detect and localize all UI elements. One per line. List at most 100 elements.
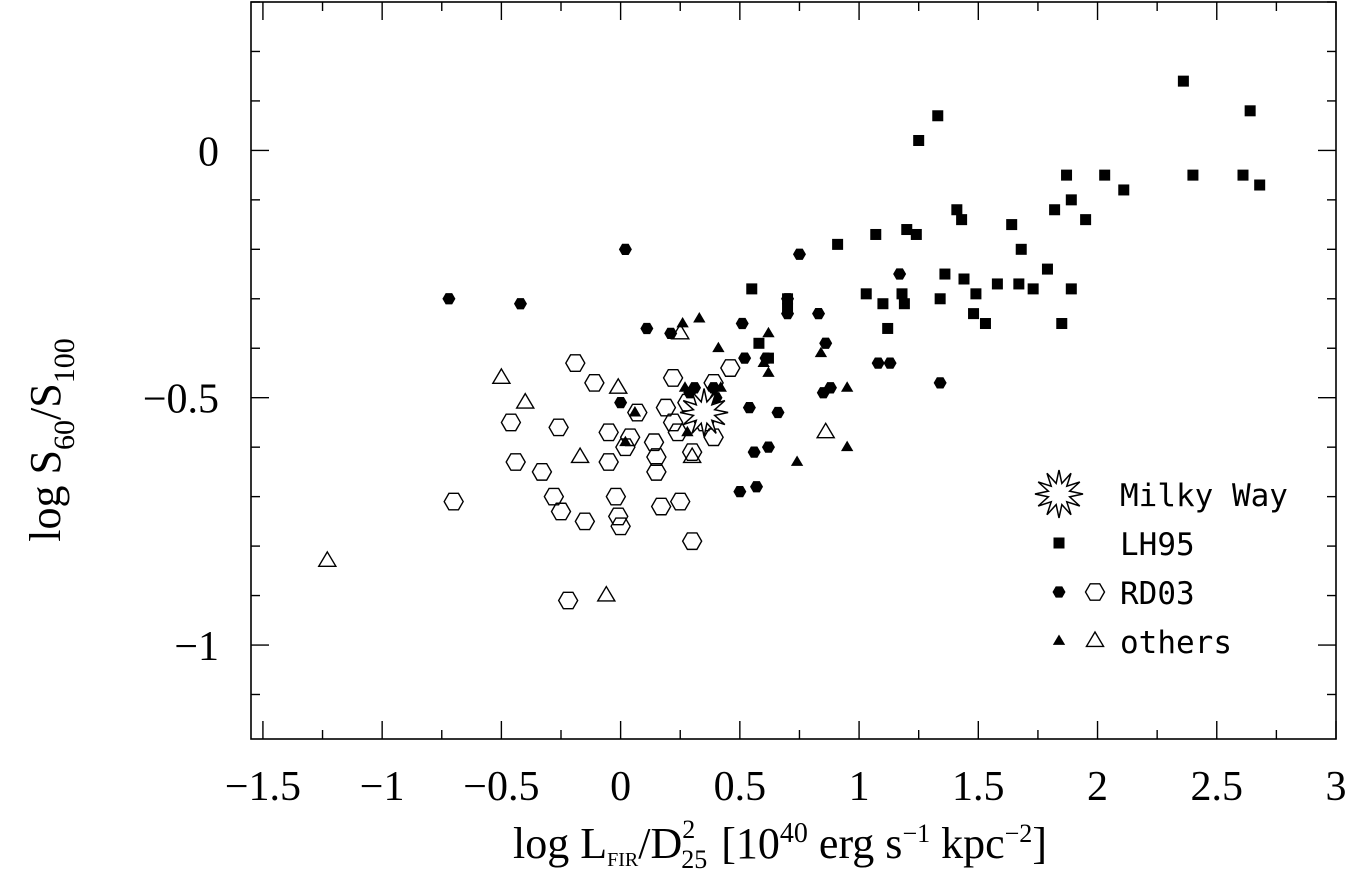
x-axis-title-exp3: −2 <box>1005 819 1033 848</box>
point-filled-square <box>1065 194 1077 206</box>
legend-marker-open-hexagon <box>1084 583 1106 601</box>
point-filled-triangle <box>814 346 828 358</box>
point-open-hexagon <box>548 418 569 437</box>
plot-frame <box>250 1 1337 740</box>
point-filled-triangle <box>840 440 854 452</box>
x-axis-title-close: ] <box>1032 819 1047 868</box>
point-filled-hexagon <box>614 397 628 409</box>
point-open-hexagon <box>557 591 579 610</box>
point-filled-square <box>910 228 922 240</box>
point-filled-square <box>762 352 774 364</box>
point-open-hexagon <box>598 453 619 471</box>
point-open-hexagon <box>543 487 565 506</box>
point-open-triangle <box>515 392 536 409</box>
y-tick-label: 0 <box>198 129 219 175</box>
x-axis-title-units-b: kpc <box>930 819 1005 868</box>
point-filled-hexagon <box>893 268 907 280</box>
point-filled-square <box>1013 278 1025 290</box>
x-tick-label: 2.5 <box>1191 764 1244 810</box>
point-filled-square <box>1080 214 1092 226</box>
point-open-triangle <box>491 367 512 385</box>
point-filled-square <box>956 214 968 226</box>
point-open-hexagon <box>681 443 703 462</box>
point-filled-square <box>979 318 991 330</box>
point-filled-square <box>932 110 944 122</box>
point-filled-square <box>1041 263 1053 275</box>
point-open-triangle <box>682 446 702 464</box>
point-open-hexagon <box>681 532 703 551</box>
point-open-hexagon <box>667 423 689 442</box>
point-filled-square <box>951 204 963 216</box>
point-filled-square <box>968 308 980 320</box>
axis-tick-labels: −1.5 −1 −0.5 0 0.5 1 1.5 2 2.5 3 −1 −0.5 0 <box>143 129 1347 810</box>
point-filled-square <box>1061 169 1073 181</box>
point-filled-hexagon <box>738 352 752 364</box>
legend-markers <box>1034 469 1106 648</box>
point-filled-triangle <box>762 326 775 338</box>
point-filled-square <box>1254 179 1266 191</box>
x-tick-label: −1.5 <box>225 764 301 810</box>
point-open-hexagon <box>643 433 665 452</box>
point-filled-triangle <box>681 425 694 437</box>
legend-marker-filled-triangle <box>1052 634 1066 645</box>
point-filled-triangle <box>790 455 804 466</box>
point-filled-square <box>882 322 894 334</box>
x-axis-title-units-a: erg s <box>808 819 903 868</box>
y-tick-label: −1 <box>174 624 219 670</box>
point-filled-hexagon <box>513 298 527 310</box>
x-tick-label: 0 <box>610 764 631 810</box>
point-filled-square <box>870 228 882 240</box>
point-open-hexagon <box>669 492 691 511</box>
point-filled-square <box>1006 219 1018 231</box>
point-filled-square <box>901 224 913 236</box>
point-filled-hexagon <box>812 307 826 320</box>
x-tick-label: −1 <box>360 764 405 810</box>
x-axis-title-d-sub: 25 <box>681 845 707 874</box>
point-open-hexagon <box>574 512 596 531</box>
x-axis-title-exp: 40 <box>780 818 808 849</box>
point-filled-triangle <box>628 406 642 417</box>
point-open-hexagon <box>605 487 627 506</box>
point-open-hexagon <box>550 502 572 521</box>
point-filled-square <box>1177 75 1189 87</box>
point-star <box>679 388 729 437</box>
y-axis-title-sub2: 100 <box>48 338 81 383</box>
point-open-hexagon <box>443 492 464 511</box>
point-filled-triangle <box>678 381 692 392</box>
point-filled-square <box>1027 283 1039 295</box>
y-axis-title-pre: log S <box>21 450 70 542</box>
point-filled-hexagon <box>742 401 756 414</box>
point-filled-square <box>1049 204 1061 216</box>
point-filled-square <box>958 273 970 285</box>
point-filled-square <box>1244 105 1256 117</box>
x-axis-title-slash: /D <box>638 819 682 868</box>
x-axis-title-exp2: −1 <box>902 819 930 848</box>
point-filled-hexagon <box>771 406 785 419</box>
y-tick-label: −0.5 <box>143 377 219 423</box>
y-axis-title-slash: /S <box>21 383 70 420</box>
legend-marker-open-triangle <box>1085 630 1105 648</box>
point-open-hexagon <box>610 517 631 536</box>
y-axis-title-sub1: 60 <box>48 420 81 450</box>
point-filled-hexagon <box>664 327 678 340</box>
point-open-hexagon <box>650 497 672 516</box>
point-open-hexagon <box>584 373 605 392</box>
x-tick-label: −0.5 <box>463 764 539 810</box>
point-filled-hexagon <box>688 382 702 394</box>
point-filled-hexagon <box>792 248 806 260</box>
point-open-hexagon <box>500 413 522 432</box>
point-filled-square <box>753 337 765 349</box>
point-filled-square <box>746 283 758 295</box>
legend-marker-filled-hexagon <box>1052 586 1066 598</box>
x-tick-label: 1 <box>849 764 870 810</box>
data-markers <box>317 75 1266 610</box>
x-axis-title: log LFIR/D2 25 [1040 erg s−1 kpc−2] <box>513 815 1047 874</box>
point-filled-square <box>782 293 794 305</box>
point-open-triangle <box>815 421 836 439</box>
point-open-hexagon <box>565 354 586 373</box>
axis-ticks <box>251 1 1337 739</box>
legend-label-rd03: RD03 <box>1120 576 1195 612</box>
x-tick-label: 3 <box>1326 764 1347 810</box>
